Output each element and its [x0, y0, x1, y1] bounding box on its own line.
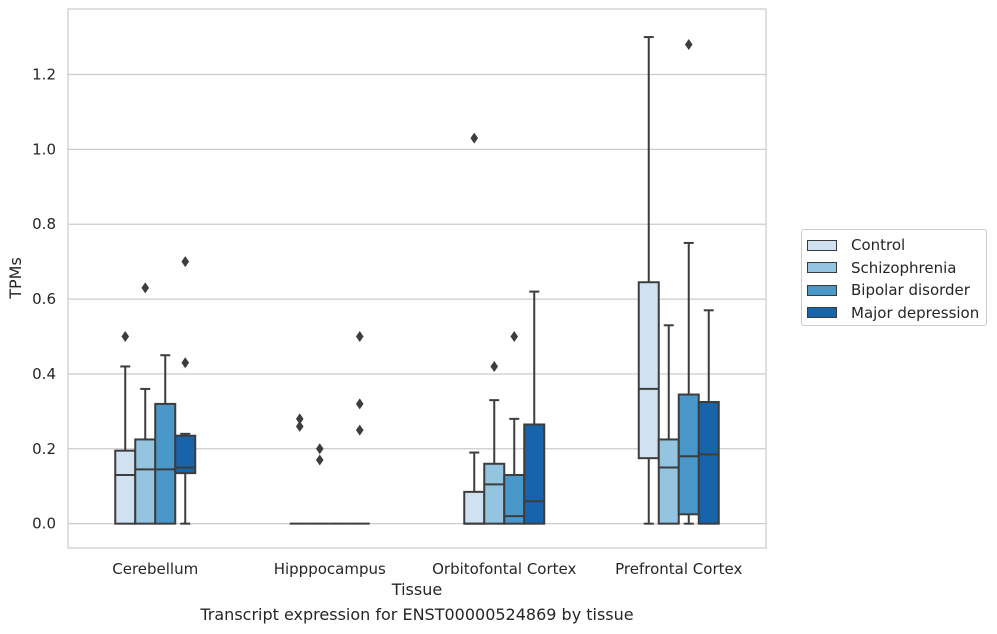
legend-swatch-major-depression [807, 307, 837, 319]
y-tick-label: 0.2 [32, 440, 56, 458]
box-body [697, 401, 720, 525]
figure-caption: Transcript expression for ENST0000052486… [200, 605, 634, 624]
legend-swatch-control [807, 239, 837, 251]
outlier-point [510, 331, 519, 343]
y-tick-label: 0.0 [32, 515, 56, 533]
box-body [637, 281, 660, 460]
box-major-depression-orbitofontal-cortex [523, 290, 546, 525]
outlier-point [490, 360, 499, 372]
outlier-point [181, 256, 190, 268]
outlier-point [295, 413, 304, 425]
outlier-point [181, 357, 190, 369]
box-body [677, 393, 700, 516]
y-ticks: 0.0 0.2 0.4 0.6 0.8 1.0 1.2 [32, 66, 56, 533]
box-bipolar-disorder-prefrontal-cortex [677, 39, 700, 525]
box-body [134, 438, 157, 525]
legend-label: Major depression [851, 303, 980, 322]
outlier-point [470, 132, 479, 144]
box-body [154, 402, 177, 525]
box-schizophrenia-cerebellum [134, 282, 157, 525]
box-body [483, 462, 506, 525]
box-bipolar-disorder-orbitofontal-cortex [503, 331, 526, 525]
box-body [174, 434, 197, 475]
y-axis-label: TPMs [6, 257, 25, 300]
legend-item-major-depression: Major depression [807, 302, 986, 325]
legend-item-schizophrenia: Schizophrenia [807, 257, 986, 280]
y-tick-label: 1.2 [32, 66, 56, 84]
outlier-point [355, 331, 364, 343]
boxes [114, 36, 720, 525]
x-tick-label: Hipppocampus [274, 560, 386, 578]
x-tick-label: Orbitofontal Cortex [432, 560, 576, 578]
box-schizophrenia-orbitofontal-cortex [483, 360, 506, 525]
box-major-depression-hipppocampus [349, 331, 370, 525]
box-schizophrenia-hipppocampus [309, 443, 330, 525]
box-body [114, 449, 137, 525]
y-tick-label: 0.6 [32, 290, 56, 308]
box-control-orbitofontal-cortex [463, 132, 486, 525]
outlier-point [355, 398, 364, 410]
box-major-depression-cerebellum [174, 256, 197, 525]
box-control-cerebellum [114, 331, 137, 525]
x-tick-label: Cerebellum [112, 560, 198, 578]
box-schizophrenia-prefrontal-cortex [657, 324, 680, 525]
legend: Control Schizophrenia Bipolar disorder M… [801, 229, 987, 326]
outlier-point [315, 443, 324, 455]
box-body [523, 423, 546, 525]
legend-label: Schizophrenia [851, 258, 957, 277]
plot-frame [67, 8, 767, 549]
outlier-point [355, 424, 364, 436]
box-body [463, 490, 486, 525]
x-axis-label: Tissue [391, 580, 442, 599]
outlier-point [295, 420, 304, 432]
box-bipolar-disorder-cerebellum [154, 354, 177, 525]
outlier-point [315, 454, 324, 466]
y-tick-label: 1.0 [32, 140, 56, 158]
box-control-hipppocampus [289, 413, 310, 525]
x-tick-label: Prefrontal Cortex [615, 560, 742, 578]
outlier-point [121, 331, 130, 343]
box-control-prefrontal-cortex [637, 36, 660, 525]
x-ticks: Cerebellum Hipppocampus Orbitofontal Corte… [112, 560, 742, 578]
legend-item-bipolar-disorder: Bipolar disorder [807, 279, 986, 302]
legend-label: Control [851, 236, 906, 255]
legend-swatch-schizophrenia [807, 262, 837, 274]
legend-item-control: Control [807, 234, 986, 257]
y-tick-label: 0.8 [32, 215, 56, 233]
legend-swatch-bipolar-disorder [807, 284, 837, 296]
outlier-point [684, 39, 693, 51]
outlier-point [141, 282, 150, 294]
y-tick-label: 0.4 [32, 365, 56, 383]
box-major-depression-prefrontal-cortex [697, 309, 720, 525]
legend-label: Bipolar disorder [851, 281, 970, 300]
box-body [657, 438, 680, 525]
